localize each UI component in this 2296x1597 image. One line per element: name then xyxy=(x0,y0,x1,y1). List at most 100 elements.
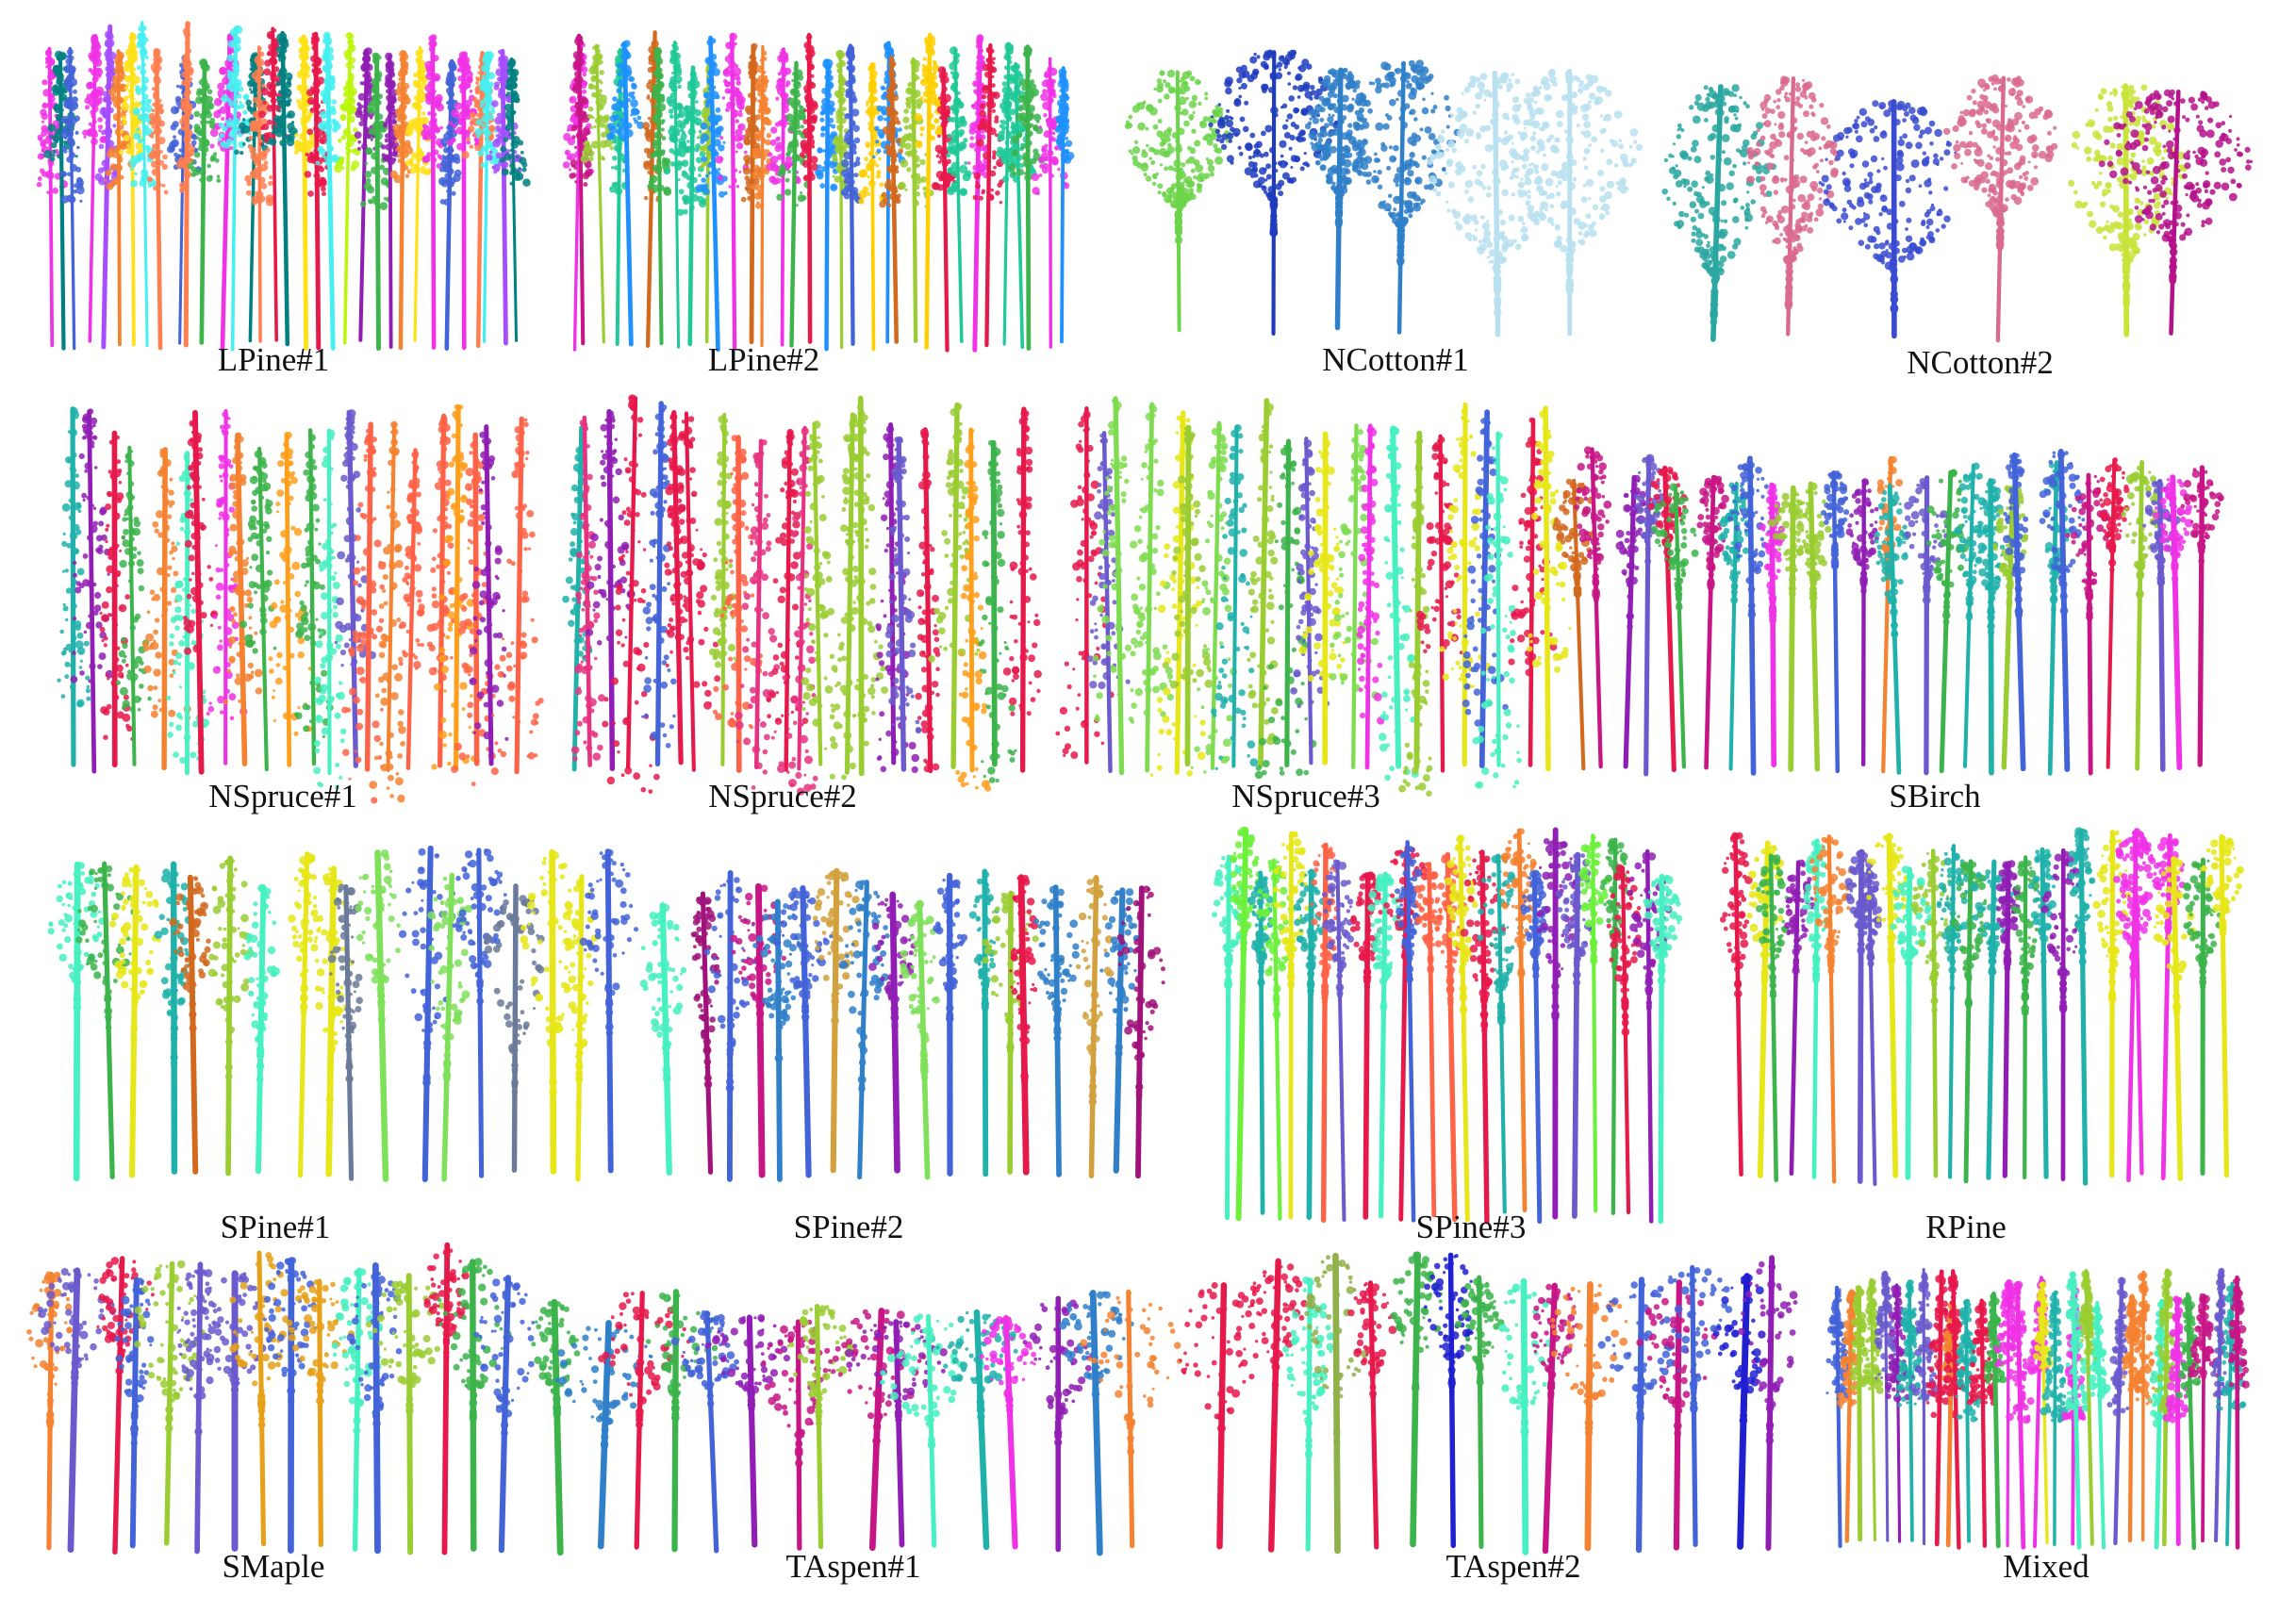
tree-segment xyxy=(1954,462,1990,768)
tree-segment xyxy=(1966,1298,1997,1548)
tree-segment xyxy=(1413,862,1445,1218)
tree-segment xyxy=(879,55,904,344)
tree-segment xyxy=(115,445,152,766)
tree-segment xyxy=(491,416,544,775)
tree-segment xyxy=(690,891,721,1175)
caption-spine1: SPine#1 xyxy=(221,1209,331,1246)
tree-segment xyxy=(931,66,957,353)
tree-segment xyxy=(2092,830,2132,1178)
panel-ncotton2 xyxy=(1661,57,2277,344)
tree-segment xyxy=(360,52,392,352)
tree-segment xyxy=(484,883,545,1173)
tree-segment xyxy=(206,409,248,766)
tree-segment xyxy=(405,45,433,342)
tree-segment xyxy=(334,32,361,345)
tree-segment xyxy=(868,891,917,1174)
tree-segment xyxy=(217,25,253,352)
caption-sbirch: SBirch xyxy=(1889,778,1980,815)
tree-segment xyxy=(1936,844,1971,1179)
caption-nspruce2: NSpruce#2 xyxy=(708,778,856,815)
tree-segment xyxy=(1329,423,1379,770)
tree-segment xyxy=(1398,430,1433,797)
caption-taspen1: TAspen#1 xyxy=(785,1548,920,1586)
tree-segment xyxy=(2188,1292,2221,1543)
tree-segment xyxy=(1651,1264,1739,1547)
tree-segment xyxy=(828,1308,927,1552)
tree-segment xyxy=(837,395,888,777)
point-cloud-ncotton1 xyxy=(1124,49,1644,338)
tree-segment xyxy=(1055,406,1115,765)
tree-segment xyxy=(169,874,211,1175)
caption-smaple: SMaple xyxy=(223,1548,325,1586)
tree-segment xyxy=(1395,840,1423,1223)
tree-segment xyxy=(313,428,347,790)
tree-segment xyxy=(1346,59,1461,335)
tree-segment xyxy=(979,1314,1036,1550)
point-cloud-lpine1 xyxy=(36,21,531,352)
tree-segment xyxy=(838,880,890,1180)
tree-segment xyxy=(1712,1273,1768,1550)
tree-segment xyxy=(2153,474,2193,771)
tree-segment xyxy=(2040,1290,2069,1546)
caption-lpine2: LPine#2 xyxy=(708,341,820,379)
tree-segment xyxy=(1179,1282,1263,1550)
tree-segment xyxy=(1983,1292,2007,1549)
tree-segment xyxy=(1746,75,1839,337)
tree-segment xyxy=(972,42,1004,348)
tree-segment xyxy=(1530,1282,1580,1555)
tree-segment xyxy=(1454,1275,1505,1549)
tree-segment xyxy=(1416,434,1463,773)
tree-segment xyxy=(257,26,289,342)
tree-segment xyxy=(128,21,157,348)
tree-segment xyxy=(369,420,406,803)
tree-segment xyxy=(2153,856,2197,1181)
tree-segment xyxy=(294,34,316,351)
tree-segment xyxy=(2027,847,2056,1179)
tree-segment xyxy=(1229,826,1263,1222)
tree-segment xyxy=(579,848,639,1174)
tree-segment xyxy=(108,864,161,1178)
tree-segment xyxy=(1462,409,1509,769)
tree-segment xyxy=(1379,425,1419,782)
tree-segment xyxy=(1498,1277,1555,1556)
point-cloud-taspen2 xyxy=(1179,1251,1798,1556)
tree-segment xyxy=(639,902,687,1176)
tree-segment xyxy=(968,868,999,1177)
tree-segment xyxy=(982,890,1039,1175)
tree-segment xyxy=(831,50,851,350)
tree-segment xyxy=(175,21,196,348)
tree-segment xyxy=(715,32,750,350)
tree-segment xyxy=(786,1303,854,1550)
tree-segment xyxy=(451,432,499,787)
tree-segment xyxy=(1304,67,1368,331)
tree-segment xyxy=(1002,406,1042,773)
tree-segment xyxy=(915,427,941,774)
tree-segment xyxy=(1719,831,1753,1177)
tree-segment xyxy=(703,869,758,1182)
tree-segment xyxy=(704,1314,791,1548)
tree-segment xyxy=(1784,859,1816,1177)
tree-segment xyxy=(2039,448,2086,772)
tree-segment xyxy=(431,403,483,771)
tree-segment xyxy=(499,58,531,342)
tree-segment xyxy=(677,65,709,347)
tree-segment xyxy=(207,855,255,1177)
tree-segment xyxy=(1256,858,1297,1221)
tree-segment xyxy=(772,885,834,1178)
point-cloud-spine2 xyxy=(639,867,1165,1182)
tree-segment xyxy=(2154,1268,2176,1547)
point-cloud-rpine xyxy=(1719,827,2244,1187)
tree-segment xyxy=(1874,483,1910,775)
tree-segment xyxy=(304,31,330,351)
tree-segment xyxy=(665,411,721,772)
tree-segment xyxy=(104,49,136,347)
tree-segment xyxy=(2078,1269,2100,1546)
caption-rpine: RPine xyxy=(1925,1209,2007,1246)
tree-segment xyxy=(269,30,298,347)
tree-segment xyxy=(955,427,992,792)
tree-segment xyxy=(2088,1301,2111,1550)
tree-segment xyxy=(1075,875,1115,1179)
tree-segment xyxy=(580,43,614,344)
tree-segment xyxy=(1550,1281,1628,1552)
tree-segment xyxy=(134,1259,206,1546)
